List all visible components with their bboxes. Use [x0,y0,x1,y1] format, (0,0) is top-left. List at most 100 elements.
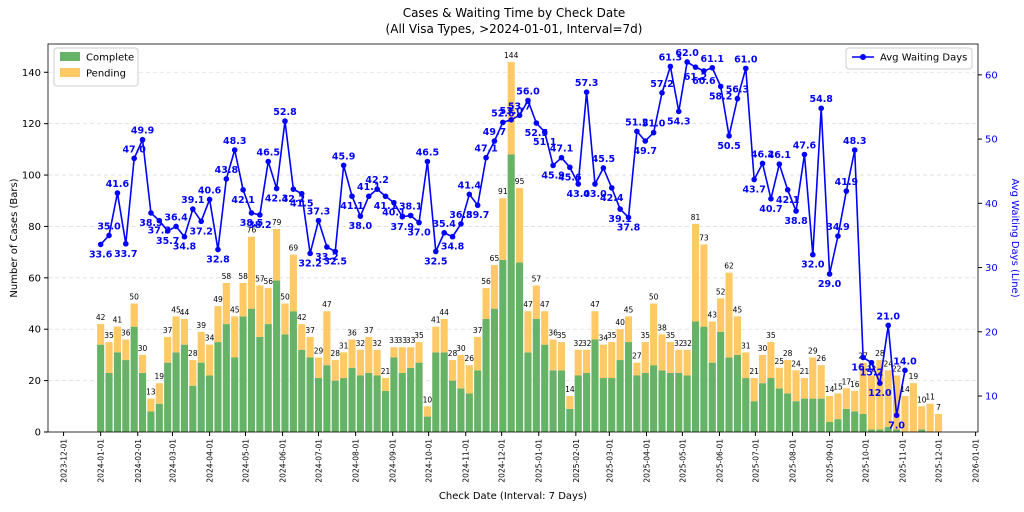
x-tick-label: 2026-01-01 [972,439,981,483]
bar-total-label: 47 [322,300,332,309]
point-label: 54.3 [667,116,690,127]
bar-total-label: 58 [222,272,232,281]
point-label: 36.4 [164,212,188,223]
point-label: 37.9 [391,222,414,233]
bar-total-label: 32 [356,339,366,348]
bar-segment [423,406,431,417]
bar-segment [742,378,750,432]
line-point [466,191,473,198]
point-label: 47.0 [122,144,146,155]
bar-segment [859,362,867,415]
bar-segment [97,324,105,345]
point-label: 32.2 [298,258,321,269]
bar-segment [323,311,331,366]
line-point [181,233,188,240]
bar-segment [800,378,809,399]
bar-total-label: 65 [490,254,500,263]
bar-segment [691,321,700,432]
point-label: 53.7 [508,101,531,112]
bar-segment [256,285,264,337]
bar-segment [172,352,180,432]
bar-segment [407,367,415,432]
point-label: 43.7 [742,185,765,196]
point-label: 46.1 [768,150,791,161]
bar-segment [231,316,239,358]
line-point [516,112,523,119]
bar-segment [147,411,155,432]
bar-segment [373,349,381,376]
bar-segment [574,349,582,376]
bar-total-label: 47 [523,300,533,309]
line-point [307,250,313,257]
bar-segment [599,378,607,432]
bar-total-label: 45 [733,305,743,314]
bar-segment [641,342,649,373]
point-label: 37.2 [189,226,212,237]
bar-segment [465,393,473,432]
point-label: 47.6 [793,140,817,151]
bar-total-label: 32 [573,339,583,348]
x-tick-label: 2024-05-01 [241,439,250,483]
bar-segment [130,326,138,432]
bar-segment [826,421,834,432]
bar-segment [516,262,524,432]
line-point [541,129,548,135]
bar-segment [298,324,306,350]
bar-total-label: 30 [138,344,148,353]
x-tick-label: 2024-06-01 [279,439,288,483]
point-label: 39.1 [608,214,631,225]
point-label: 41.9 [835,177,858,188]
bar-segment [532,285,540,319]
point-label: 51.0 [642,119,666,130]
bar-segment [524,311,532,353]
point-label: 32.8 [206,255,230,266]
bar-segment [876,429,884,432]
line-point [114,190,121,196]
bar-total-label: 36 [121,328,131,337]
y2-tick-label: 20 [985,327,998,338]
bar-segment [130,303,138,327]
bar-segment [784,393,792,432]
bar-segment [599,344,607,379]
bar-total-label: 21 [749,367,759,376]
bar-segment [700,326,708,432]
x-tick-label: 2024-03-01 [168,439,177,483]
bar-segment [264,288,272,325]
line-point [826,271,833,277]
line-point [500,119,506,126]
point-label: 61.2 [684,72,707,83]
point-label: 61.0 [734,54,758,65]
line-point [776,161,783,167]
bar-total-label: 45 [171,305,181,314]
point-label: 45.9 [541,170,564,181]
bar-total-label: 62 [724,262,734,271]
point-label: 37.8 [617,222,641,233]
bar-segment [683,375,691,432]
bar-total-label: 50 [129,293,139,302]
bar-segment [281,303,289,335]
x-tick-label: 2025-07-01 [751,439,760,483]
bar-total-label: 30 [456,344,466,353]
line-point [525,97,531,104]
line-point [139,136,146,143]
point-label: 42.1 [776,195,799,206]
bar-total-label: 95 [515,177,525,186]
bar-total-label: 35 [607,331,617,340]
bar-segment [666,342,674,373]
line-point [315,217,322,224]
bar-segment [231,357,239,432]
point-label: 40.1 [382,208,405,219]
point-label: 38.5 [139,218,162,229]
point-label: 46.5 [257,148,280,159]
bar-segment [155,383,163,404]
point-label: 32.5 [424,256,447,267]
bar-segment [348,367,356,432]
bar-total-label: 34 [599,334,609,343]
point-label: 34.8 [173,242,197,253]
point-label: 52.8 [273,107,297,118]
point-label: 53.0 [499,106,523,117]
x-tick-label: 2025-08-01 [788,439,797,483]
bar-segment [909,383,917,432]
line-point [265,158,272,165]
bar-total-label: 49 [213,295,223,304]
